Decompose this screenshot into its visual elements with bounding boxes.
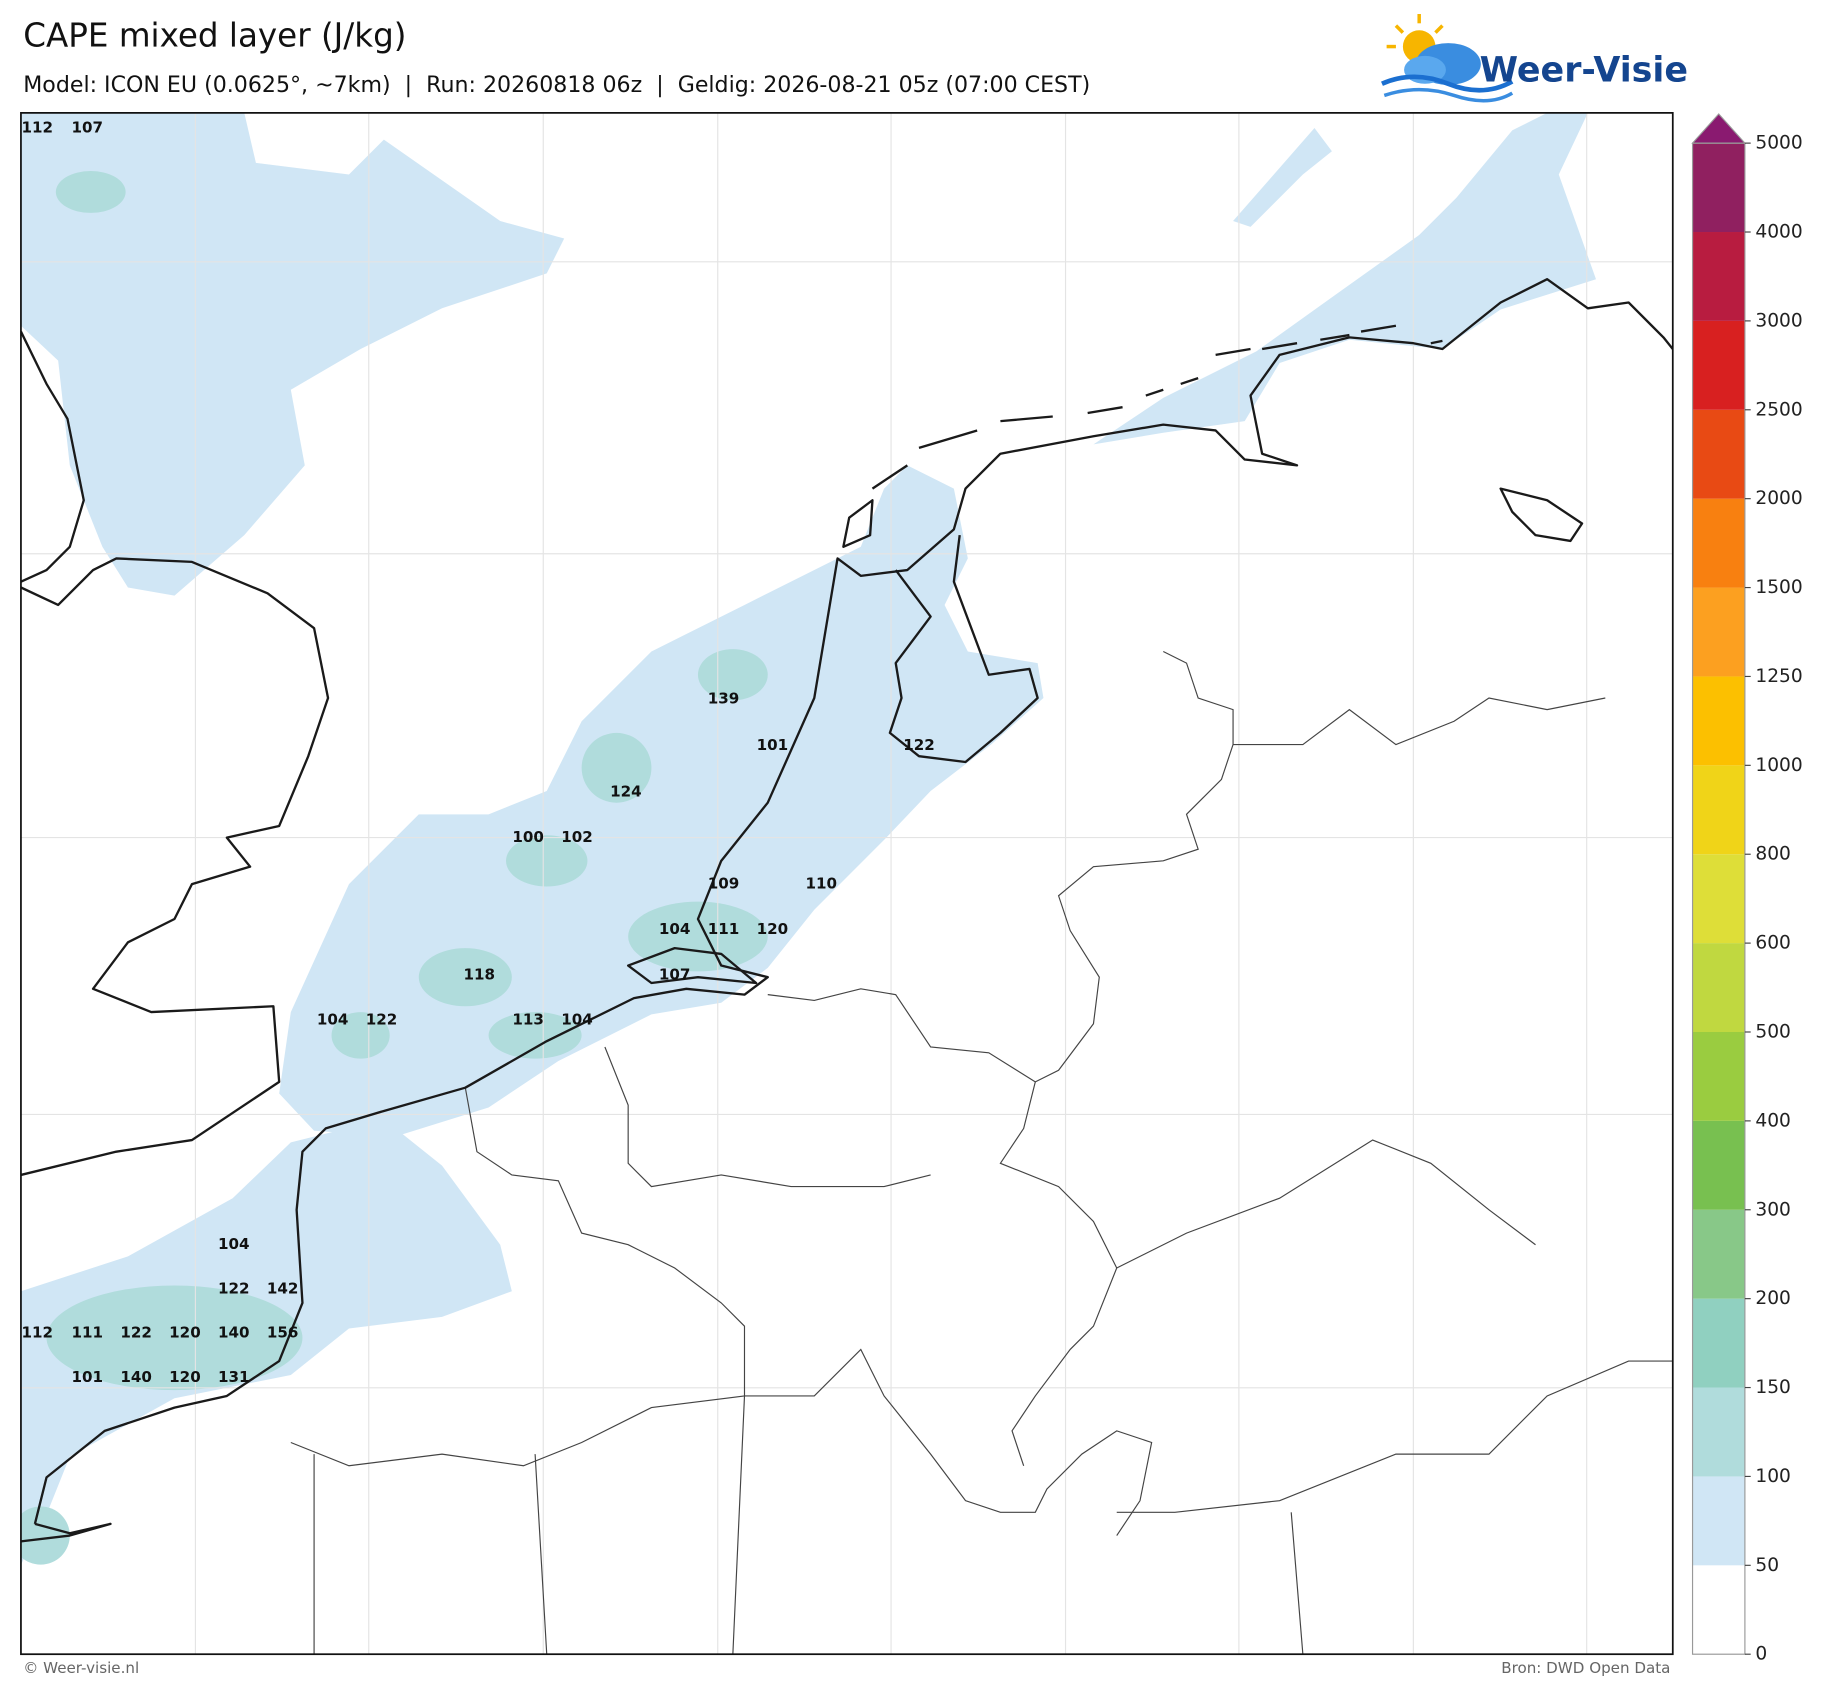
colorbar-label: 150 [1755,1377,1791,1398]
colorbar: 0 50 100 150 200 300 400 500 600 800 1000 1250 1500 2… [1691,113,1803,1665]
borders [290,650,1673,1655]
coastlines [20,278,1673,1543]
colorbar-label: 2500 [1755,399,1802,420]
colorbar-segment [1692,320,1745,410]
colorbar-label: 4000 [1755,222,1802,243]
colorbar-segment [1692,409,1745,499]
cape-value: 101 [757,736,789,754]
cape-value: 112 [21,1324,53,1342]
colorbar-label: 5000 [1755,133,1802,154]
cape-value: 104 [218,1235,250,1253]
cape-value: 131 [218,1368,250,1386]
title: CAPE mixed layer (J/kg) [23,17,406,55]
cape-value: 142 [267,1279,299,1297]
colorbar-label: 1500 [1755,577,1802,598]
cape-value: 110 [805,875,837,893]
colorbar-segment [1692,1387,1745,1477]
colorbar-label: 200 [1755,1288,1791,1309]
cape-value: 101 [71,1368,103,1386]
cape-value: 139 [708,690,740,708]
cape-value: 120 [169,1324,201,1342]
cape-value: 122 [120,1324,152,1342]
cape-value: 122 [218,1279,250,1297]
cape-value: 120 [169,1368,201,1386]
colorbar-label: 2000 [1755,488,1802,509]
colorbar-segment [1692,232,1745,321]
logo: Weer-Visie [1381,13,1688,103]
map-values: 112 107 139 101 122 124 100 102 109 110 104 111 120 1… [21,119,934,1386]
map-frame [20,112,1674,1656]
cape-value: 122 [903,736,935,754]
subtitle: Model: ICON EU (0.0625°, ~7km) | Run: 20… [23,72,1090,98]
cape-value: 156 [267,1324,299,1342]
colorbar-label: 1250 [1755,666,1802,687]
colorbar-segment [1692,943,1745,1032]
colorbar-segment [1692,854,1745,944]
cape-value: 102 [561,828,593,846]
colorbar-label: 400 [1755,1110,1791,1131]
colorbar-segment [1692,1209,1745,1299]
colorbar-label: 800 [1755,844,1791,865]
colorbar-label: 50 [1755,1555,1779,1576]
cape-value: 111 [71,1324,103,1342]
colorbar-segment [1692,587,1745,677]
colorbar-segment [1692,1120,1745,1210]
cape-value: 112 [21,119,53,137]
map: 112 107 139 101 122 124 100 102 109 110 104 111 120 1… [20,112,1673,1655]
cape-value: 120 [757,920,789,938]
colorbar-segment [1692,1031,1745,1121]
colorbar-segment [1692,1476,1745,1566]
colorbar-label: 1000 [1755,755,1802,776]
colorbar-segment [1692,1298,1745,1388]
colorbar-label: 600 [1755,933,1791,954]
colorbar-frame [1691,142,1746,1655]
cape-value: 113 [512,1011,544,1029]
colorbar-extend [1691,113,1747,144]
cape-value: 107 [659,965,691,983]
cape-value: 107 [71,119,103,137]
cape-value: 122 [366,1011,398,1029]
cape-value: 118 [463,965,495,983]
colorbar-label: 100 [1755,1466,1791,1487]
colorbar-segment [1692,143,1745,233]
cape-value: 104 [317,1011,349,1029]
cape-value: 140 [218,1324,250,1342]
cape-value: 100 [512,828,544,846]
colorbar-label: 300 [1755,1199,1791,1220]
colorbar-segment [1692,498,1745,588]
cape-value: 104 [561,1011,593,1029]
source: Bron: DWD Open Data [1501,1659,1670,1677]
colorbar-label: 500 [1755,1021,1791,1042]
colorbar-segment [1692,765,1745,855]
colorbar-label: 0 [1755,1644,1767,1665]
cape-field [20,112,1596,1565]
cape-value: 111 [708,920,740,938]
colorbar-label: 3000 [1755,310,1802,331]
colorbar-segment [1692,676,1745,766]
colorbar-segment [1692,1565,1745,1655]
cape-value: 109 [708,875,740,893]
cape-value: 104 [659,920,691,938]
cape-value: 124 [610,783,642,801]
graticule [20,112,1673,1655]
copyright: © Weer-visie.nl [23,1659,139,1677]
logo-text: Weer-Visie [1480,50,1688,90]
cape-value: 140 [120,1368,152,1386]
